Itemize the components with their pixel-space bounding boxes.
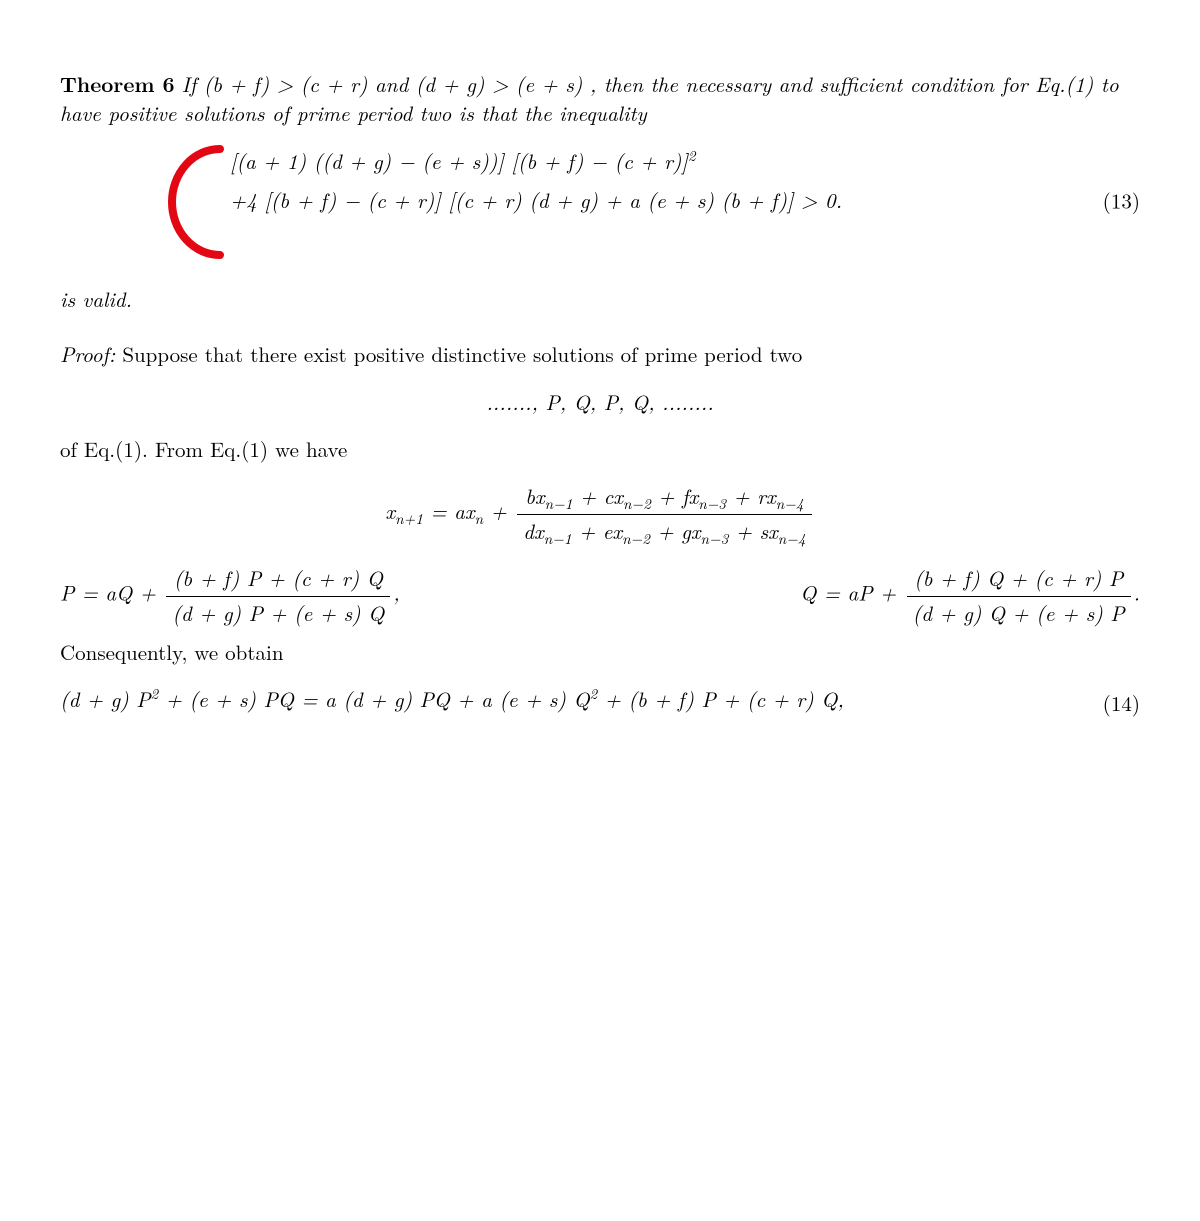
theorem-statement: Theorem 6 If (b + f) > (c + r) and (d + … [60, 70, 1140, 129]
recurrence-eq: xn+1 = axn + bxn−1 + cxn−2 + fxn−3 + rxn… [60, 482, 1140, 546]
proof-label: Proof: [60, 339, 115, 369]
p-comma: , [393, 578, 399, 608]
proof-para1: Proof: Suppose that there exist positive… [60, 340, 1140, 369]
p-equation: P = aQ + (b + f) P + (c + r) Q (d + g) P… [60, 564, 400, 628]
recurrence-den: dxn−1 + exn−2 + gxn−3 + sxn−4 [517, 515, 811, 546]
q-num: (b + f) Q + (c + r) P [907, 564, 1131, 596]
p-num: (b + f) P + (c + r) Q [166, 564, 390, 596]
proof-text1: Suppose that there exist positive distin… [122, 339, 802, 369]
p-den: (d + g) P + (e + s) Q [166, 597, 390, 628]
eq14-num: (14) [1103, 689, 1140, 718]
recurrence-num: bxn−1 + cxn−2 + fxn−3 + rxn−4 [517, 482, 811, 514]
eq13-line1: [(a + 1) ((d + g) − (e + s))] [(b + f) −… [230, 147, 1140, 176]
q-period: . [1134, 578, 1140, 608]
pq-equations-row: P = aQ + (b + f) P + (c + r) Q (d + g) P… [60, 564, 1140, 628]
eq13-line2: +4 [(b + f) − (c + r)] [(c + r) (d + g) … [230, 186, 1140, 215]
theorem-label: Theorem 6 [60, 69, 175, 99]
eq14-block: (d + g) P2 + (e + s) PQ = a (d + g) PQ +… [60, 685, 1140, 714]
eq13-num: (13) [1103, 186, 1140, 215]
theorem-hyp: If (b + f) > (c + r) and (d + g) > (e + … [60, 69, 1119, 128]
c-bracket-icon [160, 137, 230, 267]
eq14-text: (d + g) P2 + (e + s) PQ = a (d + g) PQ +… [60, 685, 1080, 714]
pq-sequence: ......., P, Q, P, Q, ........ [60, 388, 1140, 417]
q-equation: Q = aP + (b + f) Q + (c + r) P (d + g) Q… [800, 564, 1140, 628]
consequently: Consequently, we obtain [60, 638, 1140, 667]
proof-text2: of Eq.(1). From Eq.(1) we have [60, 435, 1140, 464]
is-valid: is valid. [60, 285, 1140, 314]
eq13-block: [(a + 1) ((d + g) − (e + s))] [(b + f) −… [60, 147, 1140, 267]
q-den: (d + g) Q + (e + s) P [907, 597, 1131, 628]
